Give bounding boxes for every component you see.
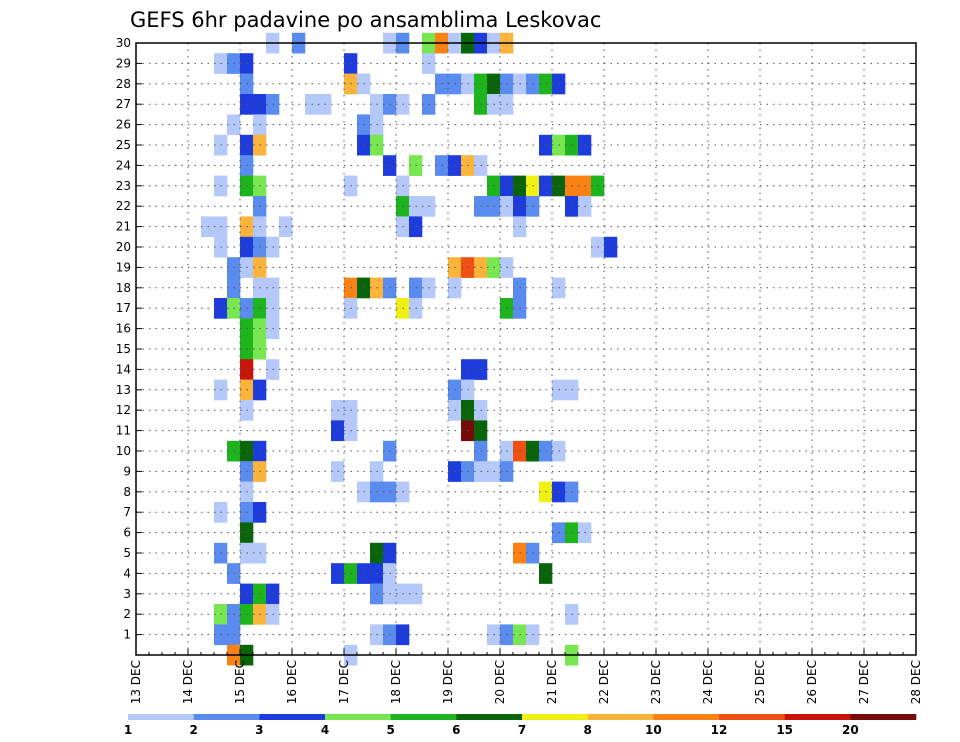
- y-tick-label: 23: [116, 179, 131, 193]
- y-tick-label: 2: [123, 607, 131, 621]
- x-tick-label: 14 DEC: [181, 660, 195, 704]
- legend-label: 12: [711, 723, 728, 737]
- x-tick-label: 20 DEC: [493, 660, 507, 704]
- legend-swatch: [719, 714, 785, 720]
- y-tick-label: 14: [116, 362, 131, 376]
- x-tick-label: 13 DEC: [129, 660, 143, 704]
- y-tick-label: 17: [116, 301, 131, 315]
- y-tick-label: 22: [116, 199, 131, 213]
- y-tick-label: 20: [116, 240, 131, 254]
- legend-label: 3: [255, 723, 263, 737]
- y-tick-label: 3: [123, 587, 131, 601]
- color-legend: 1 2 3 4 5 6 7 8 10 12 15 20: [124, 714, 917, 737]
- y-tick-label: 12: [116, 403, 131, 417]
- y-tick-label: 29: [116, 56, 131, 70]
- y-tick-label: 28: [116, 77, 131, 91]
- y-tick-label: 10: [116, 444, 131, 458]
- y-tick-label: 6: [123, 526, 131, 540]
- legend-swatch: [325, 714, 391, 720]
- y-tick-label: 27: [116, 97, 131, 111]
- y-tick-label: 13: [116, 383, 131, 397]
- legend-label: 15: [776, 723, 793, 737]
- x-tick-label: 18 DEC: [389, 660, 403, 704]
- legend-label: 1: [124, 723, 132, 737]
- x-tick-label: 22 DEC: [597, 660, 611, 704]
- legend-swatch: [390, 714, 457, 720]
- legend-swatch: [784, 714, 851, 720]
- legend-swatch: [128, 714, 194, 720]
- y-tick-label: 4: [123, 566, 131, 580]
- legend-swatch: [850, 714, 917, 720]
- legend-swatch: [193, 714, 260, 720]
- y-tick-label: 5: [123, 546, 131, 560]
- x-tick-label: 21 DEC: [545, 660, 559, 704]
- y-tick-label: 24: [116, 158, 131, 172]
- x-tick-label: 26 DEC: [805, 660, 819, 704]
- x-tick-label: 16 DEC: [285, 660, 299, 704]
- legend-label: 7: [518, 723, 526, 737]
- y-tick-label: 21: [116, 220, 131, 234]
- y-tick-label: 15: [116, 342, 131, 356]
- y-tick-label: 30: [116, 36, 131, 50]
- legend-label: 4: [321, 723, 329, 737]
- legend-swatch: [456, 714, 523, 720]
- y-tick-label: 19: [116, 260, 131, 274]
- y-tick-label: 16: [116, 322, 131, 336]
- y-tick-label: 25: [116, 138, 131, 152]
- legend-swatch: [653, 714, 720, 720]
- legend-swatch: [259, 714, 326, 720]
- x-tick-label: 27 DEC: [857, 660, 871, 704]
- y-tick-label: 1: [123, 628, 131, 642]
- legend-swatch: [587, 714, 654, 720]
- x-tick-label: 28 DEC: [909, 660, 923, 704]
- x-tick-label: 19 DEC: [441, 660, 455, 704]
- x-tick-label: 24 DEC: [701, 660, 715, 704]
- legend-label: 2: [189, 723, 197, 737]
- legend-label: 6: [452, 723, 460, 737]
- y-tick-label: 11: [116, 424, 131, 438]
- legend-label: 10: [645, 723, 662, 737]
- axis-ticks: 1234567891011121314151617181920212223242…: [116, 36, 923, 704]
- grid-lines: [136, 42, 916, 655]
- y-tick-label: 8: [123, 485, 131, 499]
- chart-title: GEFS 6hr padavine po ansamblima Leskovac: [130, 8, 601, 32]
- legend-label: 5: [386, 723, 394, 737]
- x-tick-label: 23 DEC: [649, 660, 663, 704]
- legend-label: 20: [842, 723, 859, 737]
- legend-label: 8: [583, 723, 591, 737]
- y-tick-label: 9: [123, 464, 131, 478]
- y-tick-label: 7: [123, 505, 131, 519]
- y-tick-label: 18: [116, 281, 131, 295]
- x-tick-label: 25 DEC: [753, 660, 767, 704]
- legend-swatch: [522, 714, 588, 720]
- x-tick-label: 17 DEC: [337, 660, 351, 704]
- y-tick-label: 26: [116, 118, 131, 132]
- x-tick-label: 15 DEC: [233, 660, 247, 704]
